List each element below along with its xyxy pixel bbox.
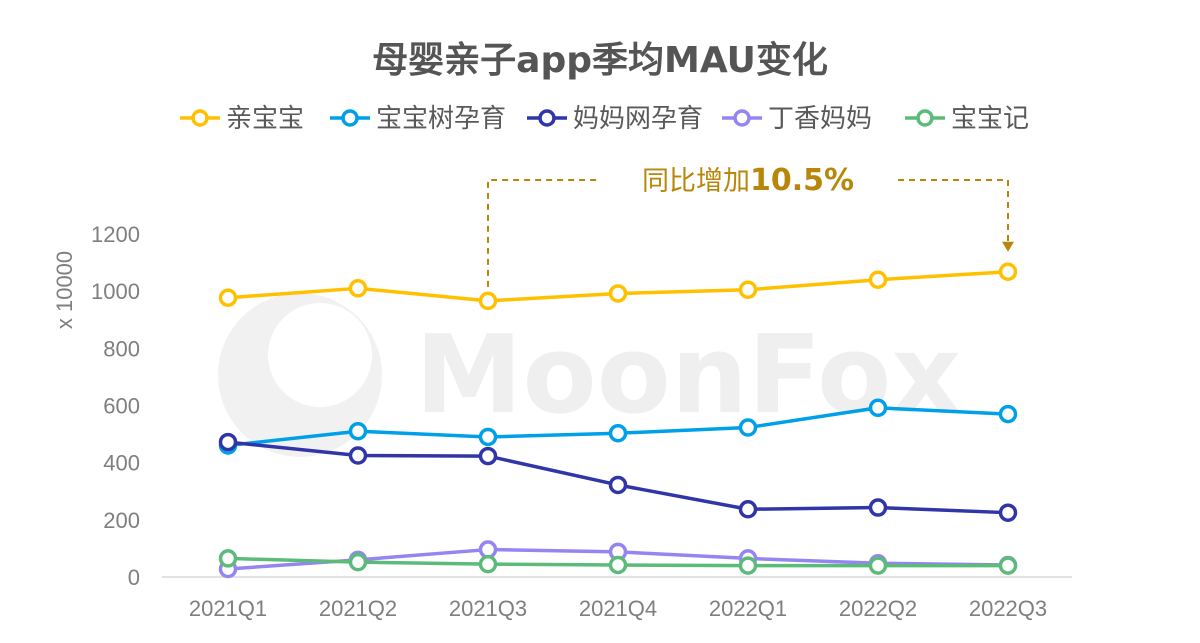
yoy-annotation: 同比增加10.5% bbox=[487, 163, 1014, 287]
data-point bbox=[218, 432, 238, 452]
series-4 bbox=[218, 549, 1018, 575]
x-tick-label: 2021Q1 bbox=[189, 596, 267, 621]
data-point bbox=[218, 288, 238, 307]
x-axis: 2021Q1 2021Q2 2021Q3 2021Q4 2022Q1 2022Q2 2022… bbox=[189, 596, 1047, 621]
data-point bbox=[608, 475, 628, 495]
x-tick-label: 2022Q3 bbox=[969, 596, 1047, 621]
data-point bbox=[478, 554, 498, 574]
annotation-label: 同比增加 bbox=[642, 166, 750, 197]
data-point bbox=[478, 291, 498, 311]
data-point bbox=[348, 421, 368, 441]
legend-swatch-marker bbox=[341, 109, 359, 127]
series-group bbox=[218, 262, 1018, 579]
y-tick-label: 1200 bbox=[91, 222, 140, 247]
x-tick-label: 2021Q3 bbox=[449, 596, 527, 621]
data-point bbox=[478, 427, 498, 447]
data-point bbox=[608, 423, 628, 443]
data-point bbox=[868, 556, 888, 575]
annotation-bracket-left bbox=[487, 179, 598, 287]
legend-swatch-marker bbox=[916, 109, 934, 127]
annotation-text: 同比增加10.5% bbox=[642, 163, 854, 198]
chart-title: 母婴亲子app季均MAU变化 bbox=[372, 39, 828, 81]
data-point bbox=[998, 262, 1018, 281]
data-point bbox=[738, 418, 758, 437]
y-axis-label: x 10000 bbox=[52, 251, 77, 329]
data-point bbox=[998, 503, 1018, 522]
x-tick-label: 2022Q1 bbox=[709, 596, 787, 621]
data-point bbox=[478, 540, 498, 559]
y-tick-label: 200 bbox=[103, 508, 140, 533]
data-point bbox=[738, 556, 758, 575]
legend-swatch-marker bbox=[733, 109, 751, 127]
legend-item: 丁香妈妈 bbox=[722, 104, 872, 134]
y-axis: 0 200 400 600 800 1000 1200 bbox=[91, 222, 140, 590]
watermark-text: MoonFox bbox=[415, 313, 961, 438]
y-tick-label: 1000 bbox=[91, 279, 140, 304]
data-point bbox=[478, 446, 498, 466]
data-point bbox=[868, 398, 888, 418]
series-2 bbox=[218, 432, 1018, 522]
x-tick-label: 2021Q2 bbox=[319, 596, 397, 621]
series-0 bbox=[218, 262, 1018, 311]
x-tick-label: 2022Q2 bbox=[839, 596, 917, 621]
y-tick-label: 800 bbox=[103, 336, 140, 361]
data-point bbox=[738, 280, 758, 299]
data-point bbox=[608, 284, 628, 303]
data-point bbox=[998, 404, 1018, 424]
legend-item: 妈妈网孕育 bbox=[527, 104, 703, 134]
data-point bbox=[868, 498, 888, 517]
annotation-bracket-right bbox=[898, 179, 1009, 244]
data-point bbox=[738, 500, 758, 519]
data-point bbox=[608, 555, 628, 575]
y-tick-label: 0 bbox=[128, 565, 140, 590]
legend-label: 亲宝宝 bbox=[226, 104, 304, 134]
data-point bbox=[348, 279, 368, 298]
annotation-arrow-icon bbox=[1002, 241, 1014, 252]
data-point bbox=[868, 270, 888, 289]
watermark: MoonFox bbox=[218, 293, 961, 457]
data-point bbox=[348, 446, 368, 465]
legend-item: 亲宝宝 bbox=[180, 104, 304, 134]
data-point bbox=[218, 549, 238, 568]
legend-swatch-marker bbox=[191, 109, 209, 127]
y-tick-label: 400 bbox=[103, 451, 140, 476]
legend-item: 宝宝记 bbox=[905, 104, 1029, 134]
annotation-value: 10.5% bbox=[750, 163, 854, 198]
legend-label: 丁香妈妈 bbox=[768, 104, 872, 134]
x-tick-label: 2021Q4 bbox=[579, 596, 657, 621]
legend-label: 妈妈网孕育 bbox=[573, 104, 703, 134]
legend-label: 宝宝树孕育 bbox=[376, 104, 506, 134]
data-point bbox=[998, 556, 1018, 575]
data-point bbox=[348, 552, 368, 572]
legend-item: 宝宝树孕育 bbox=[330, 104, 506, 134]
y-tick-label: 600 bbox=[103, 394, 140, 419]
legend: 亲宝宝 宝宝树孕育 妈妈网孕育 丁香妈妈 宝宝记 bbox=[180, 104, 1029, 134]
legend-label: 宝宝记 bbox=[951, 104, 1029, 134]
legend-swatch-marker bbox=[538, 109, 556, 127]
